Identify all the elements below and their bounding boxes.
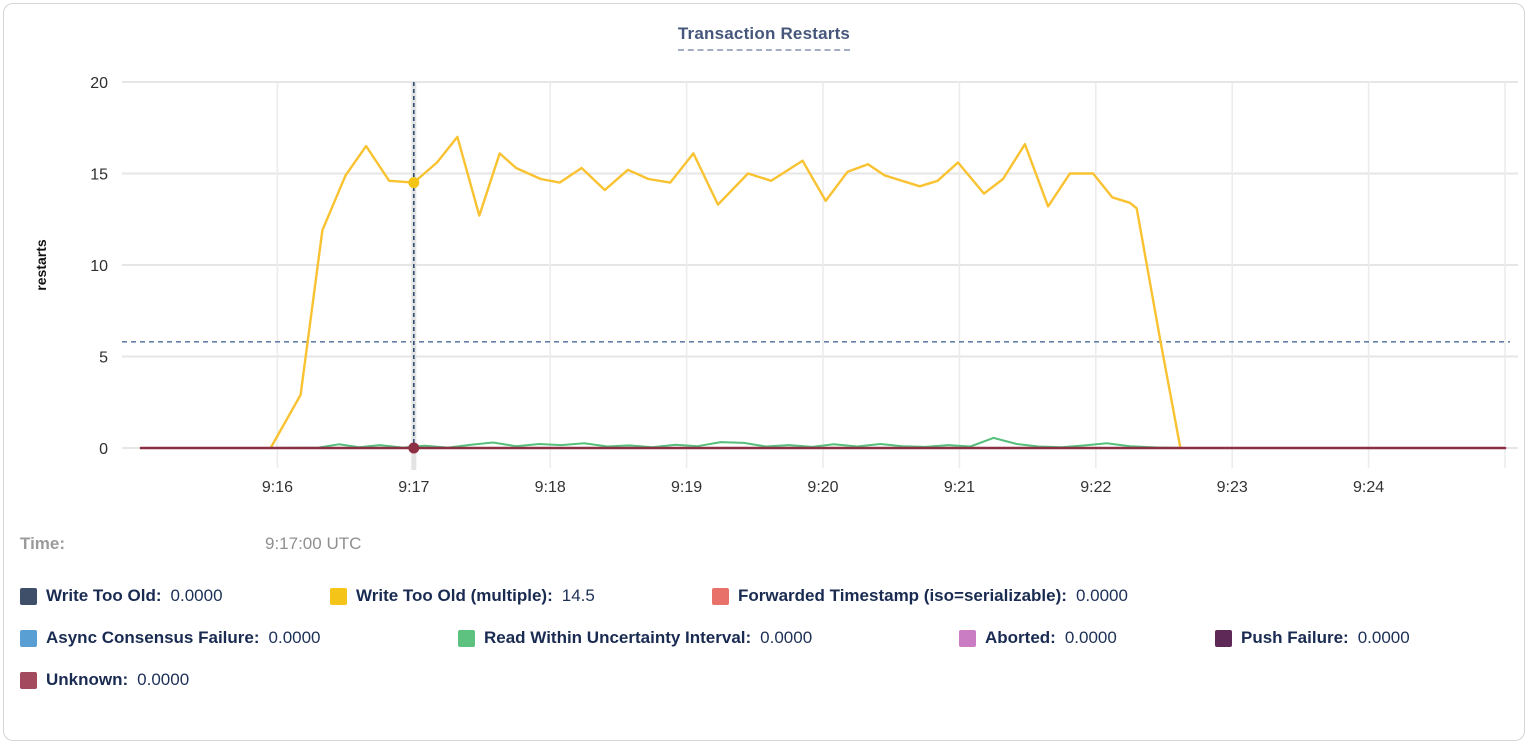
- time-value: 9:17:00 UTC: [265, 534, 362, 553]
- svg-text:9:16: 9:16: [262, 479, 293, 496]
- legend-swatch: [330, 587, 347, 605]
- legend-swatch: [1215, 629, 1232, 647]
- y-axis-labels: 0 5 10 15 20: [90, 75, 108, 458]
- x-axis-labels: 9:16 9:17 9:18 9:19 9:20 9:21 9:22 9:23 9:24: [262, 479, 1384, 496]
- chart-title[interactable]: Transaction Restarts: [677, 24, 851, 51]
- svg-text:9:21: 9:21: [944, 479, 975, 496]
- legend-series-value: 0.0000: [1075, 586, 1128, 605]
- legend-series-value: 14.5: [561, 586, 595, 605]
- legend-item: Forwarded Timestamp (iso=serializable): 0…: [712, 586, 1128, 606]
- legend-swatch: [458, 629, 475, 647]
- legend-swatch: [20, 629, 37, 647]
- legend-series-label: Async Consensus Failure:: [46, 628, 260, 647]
- legend-item: Aborted: 0.0000: [959, 628, 1215, 648]
- legend-series-value: 0.0000: [268, 628, 321, 647]
- hover-time-row: Time: 9:17:00 UTC: [20, 534, 361, 554]
- legend-row: Unknown: 0.0000: [20, 670, 1514, 690]
- legend-series-value: 0.0000: [1357, 628, 1410, 647]
- legend-swatch: [959, 629, 976, 647]
- chart-legend: Write Too Old: 0.0000 Write Too Old (multi…: [20, 586, 1514, 712]
- svg-text:10: 10: [90, 258, 108, 275]
- svg-text:15: 15: [90, 167, 108, 184]
- x-gridlines: [276, 82, 1506, 468]
- hover-point: [408, 442, 420, 454]
- legend-series-label: Forwarded Timestamp (iso=serializable):: [738, 586, 1067, 605]
- legend-series-label: Aborted:: [985, 628, 1056, 647]
- legend-swatch: [712, 587, 729, 605]
- svg-text:5: 5: [99, 350, 108, 367]
- svg-text:9:17: 9:17: [398, 479, 429, 496]
- svg-text:20: 20: [90, 75, 108, 92]
- legend-series-value: 0.0000: [137, 670, 190, 689]
- svg-text:9:20: 9:20: [807, 479, 838, 496]
- legend-series-label: Write Too Old:: [46, 586, 162, 605]
- svg-text:9:18: 9:18: [535, 479, 566, 496]
- legend-row: Async Consensus Failure: 0.0000 Read Withi…: [20, 628, 1514, 648]
- hover-band: [411, 82, 417, 470]
- legend-item: Write Too Old: 0.0000: [20, 586, 330, 606]
- legend-series-value: 0.0000: [760, 628, 813, 647]
- legend-series-label: Read Within Uncertainty Interval:: [484, 628, 752, 647]
- y-axis-title: restarts: [33, 239, 49, 291]
- legend-item: Push Failure: 0.0000: [1215, 628, 1410, 648]
- legend-series-label: Write Too Old (multiple):: [356, 586, 553, 605]
- legend-item: Read Within Uncertainty Interval: 0.0000: [458, 628, 959, 648]
- series-read-within-uncertainty-interval: [269, 436, 1182, 449]
- hover-point: [408, 177, 420, 189]
- chart-header: Transaction Restarts: [0, 24, 1528, 51]
- svg-text:9:22: 9:22: [1080, 479, 1111, 496]
- legend-series-label: Push Failure:: [1241, 628, 1349, 647]
- legend-series-label: Unknown:: [46, 670, 129, 689]
- svg-text:0: 0: [99, 441, 108, 458]
- legend-row: Write Too Old: 0.0000 Write Too Old (multi…: [20, 586, 1514, 606]
- y-gridlines: [122, 81, 1518, 449]
- legend-swatch: [20, 671, 37, 689]
- time-label: Time:: [20, 534, 66, 553]
- legend-item: Async Consensus Failure: 0.0000: [20, 628, 458, 648]
- series-write-too-old-multiple: [269, 135, 1182, 450]
- legend-swatch: [20, 587, 37, 605]
- transaction-restarts-chart[interactable]: 0 5 10 15 20 9:16 9:17 9:18 9:19 9:20 9:21 9:22 9:23…: [0, 60, 1528, 510]
- svg-text:9:19: 9:19: [671, 479, 702, 496]
- legend-series-value: 0.0000: [1064, 628, 1117, 647]
- legend-series-value: 0.0000: [170, 586, 223, 605]
- svg-text:9:23: 9:23: [1217, 479, 1248, 496]
- svg-text:9:24: 9:24: [1353, 479, 1384, 496]
- legend-item: Unknown: 0.0000: [20, 670, 189, 690]
- legend-item: Write Too Old (multiple): 14.5: [330, 586, 712, 606]
